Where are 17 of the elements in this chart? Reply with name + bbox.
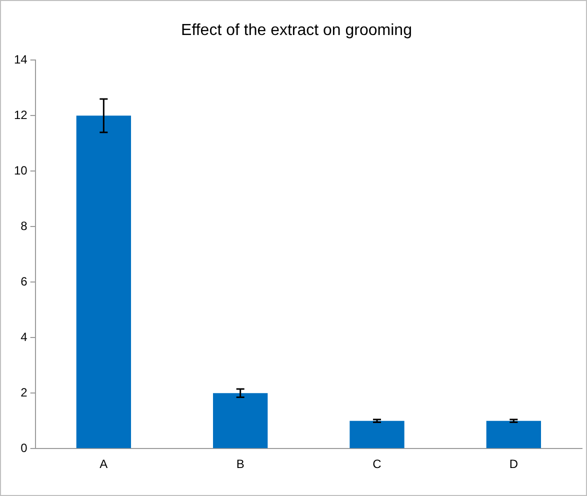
x-tick-label: B — [236, 457, 244, 472]
bar — [486, 420, 541, 448]
y-tick-label: 14 — [14, 52, 28, 67]
x-tick-label: D — [509, 457, 518, 472]
x-tick-label: A — [100, 457, 108, 472]
y-tick-label: 10 — [14, 163, 28, 178]
chart-title: Effect of the extract on grooming — [181, 22, 412, 40]
bar — [213, 393, 268, 448]
y-tick-label: 6 — [20, 274, 28, 288]
y-tick-label: 8 — [20, 218, 28, 233]
x-tick-label: C — [372, 457, 382, 472]
y-tick-label: 12 — [14, 108, 28, 122]
bar — [76, 116, 132, 448]
bar — [350, 420, 404, 448]
y-tick-label: 2 — [20, 385, 28, 400]
y-tick-label: 4 — [20, 330, 28, 344]
y-tick-label: 0 — [20, 440, 28, 455]
